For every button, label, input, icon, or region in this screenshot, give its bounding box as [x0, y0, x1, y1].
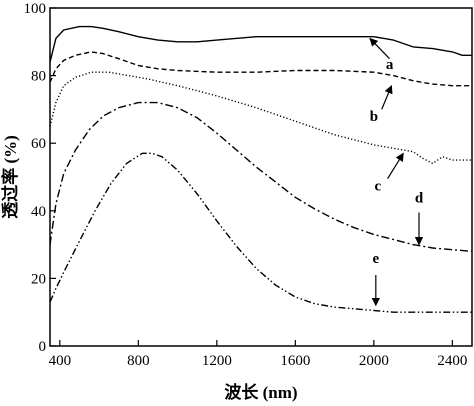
x-tick-label: 800	[127, 353, 150, 369]
y-axis-title: 透过率 (%)	[0, 135, 20, 219]
y-tick-label: 80	[31, 69, 46, 85]
annotation-arrow-b	[381, 84, 393, 110]
series-layer	[49, 25, 473, 313]
annotation-arrow-a	[369, 37, 390, 60]
x-tick-label: 1200	[202, 353, 232, 369]
x-axis-title: 波长 (nm)	[224, 382, 297, 402]
x-tick-label: 2000	[359, 353, 389, 369]
x-axis: 400 800 1200 1600 2000 2400	[49, 340, 467, 369]
y-tick-label: 20	[31, 271, 46, 287]
y-axis: 0 20 40 60 80 100	[24, 1, 56, 355]
curve-label-d: d	[415, 190, 424, 206]
curve-label-c: c	[374, 179, 381, 195]
x-tick-label: 2400	[437, 353, 467, 369]
y-tick-label: 40	[31, 204, 46, 220]
curve-label-a: a	[386, 57, 394, 73]
series-line-a	[49, 25, 472, 63]
series-line-e	[49, 152, 472, 313]
series-line-b	[49, 51, 472, 87]
annotation-layer: a b c d e	[369, 37, 424, 307]
y-tick-label: 0	[39, 339, 47, 355]
x-tick-label: 400	[49, 353, 72, 369]
annotation-arrow-c	[387, 152, 404, 180]
y-tick-label: 60	[31, 136, 46, 152]
x-tick-label: 1600	[280, 353, 310, 369]
curve-label-e: e	[372, 251, 379, 267]
curve-label-b: b	[370, 109, 378, 125]
series-line-c	[49, 71, 472, 165]
y-tick-label: 100	[24, 1, 47, 17]
plot-frame	[49, 7, 473, 347]
series-line-d	[49, 101, 473, 253]
